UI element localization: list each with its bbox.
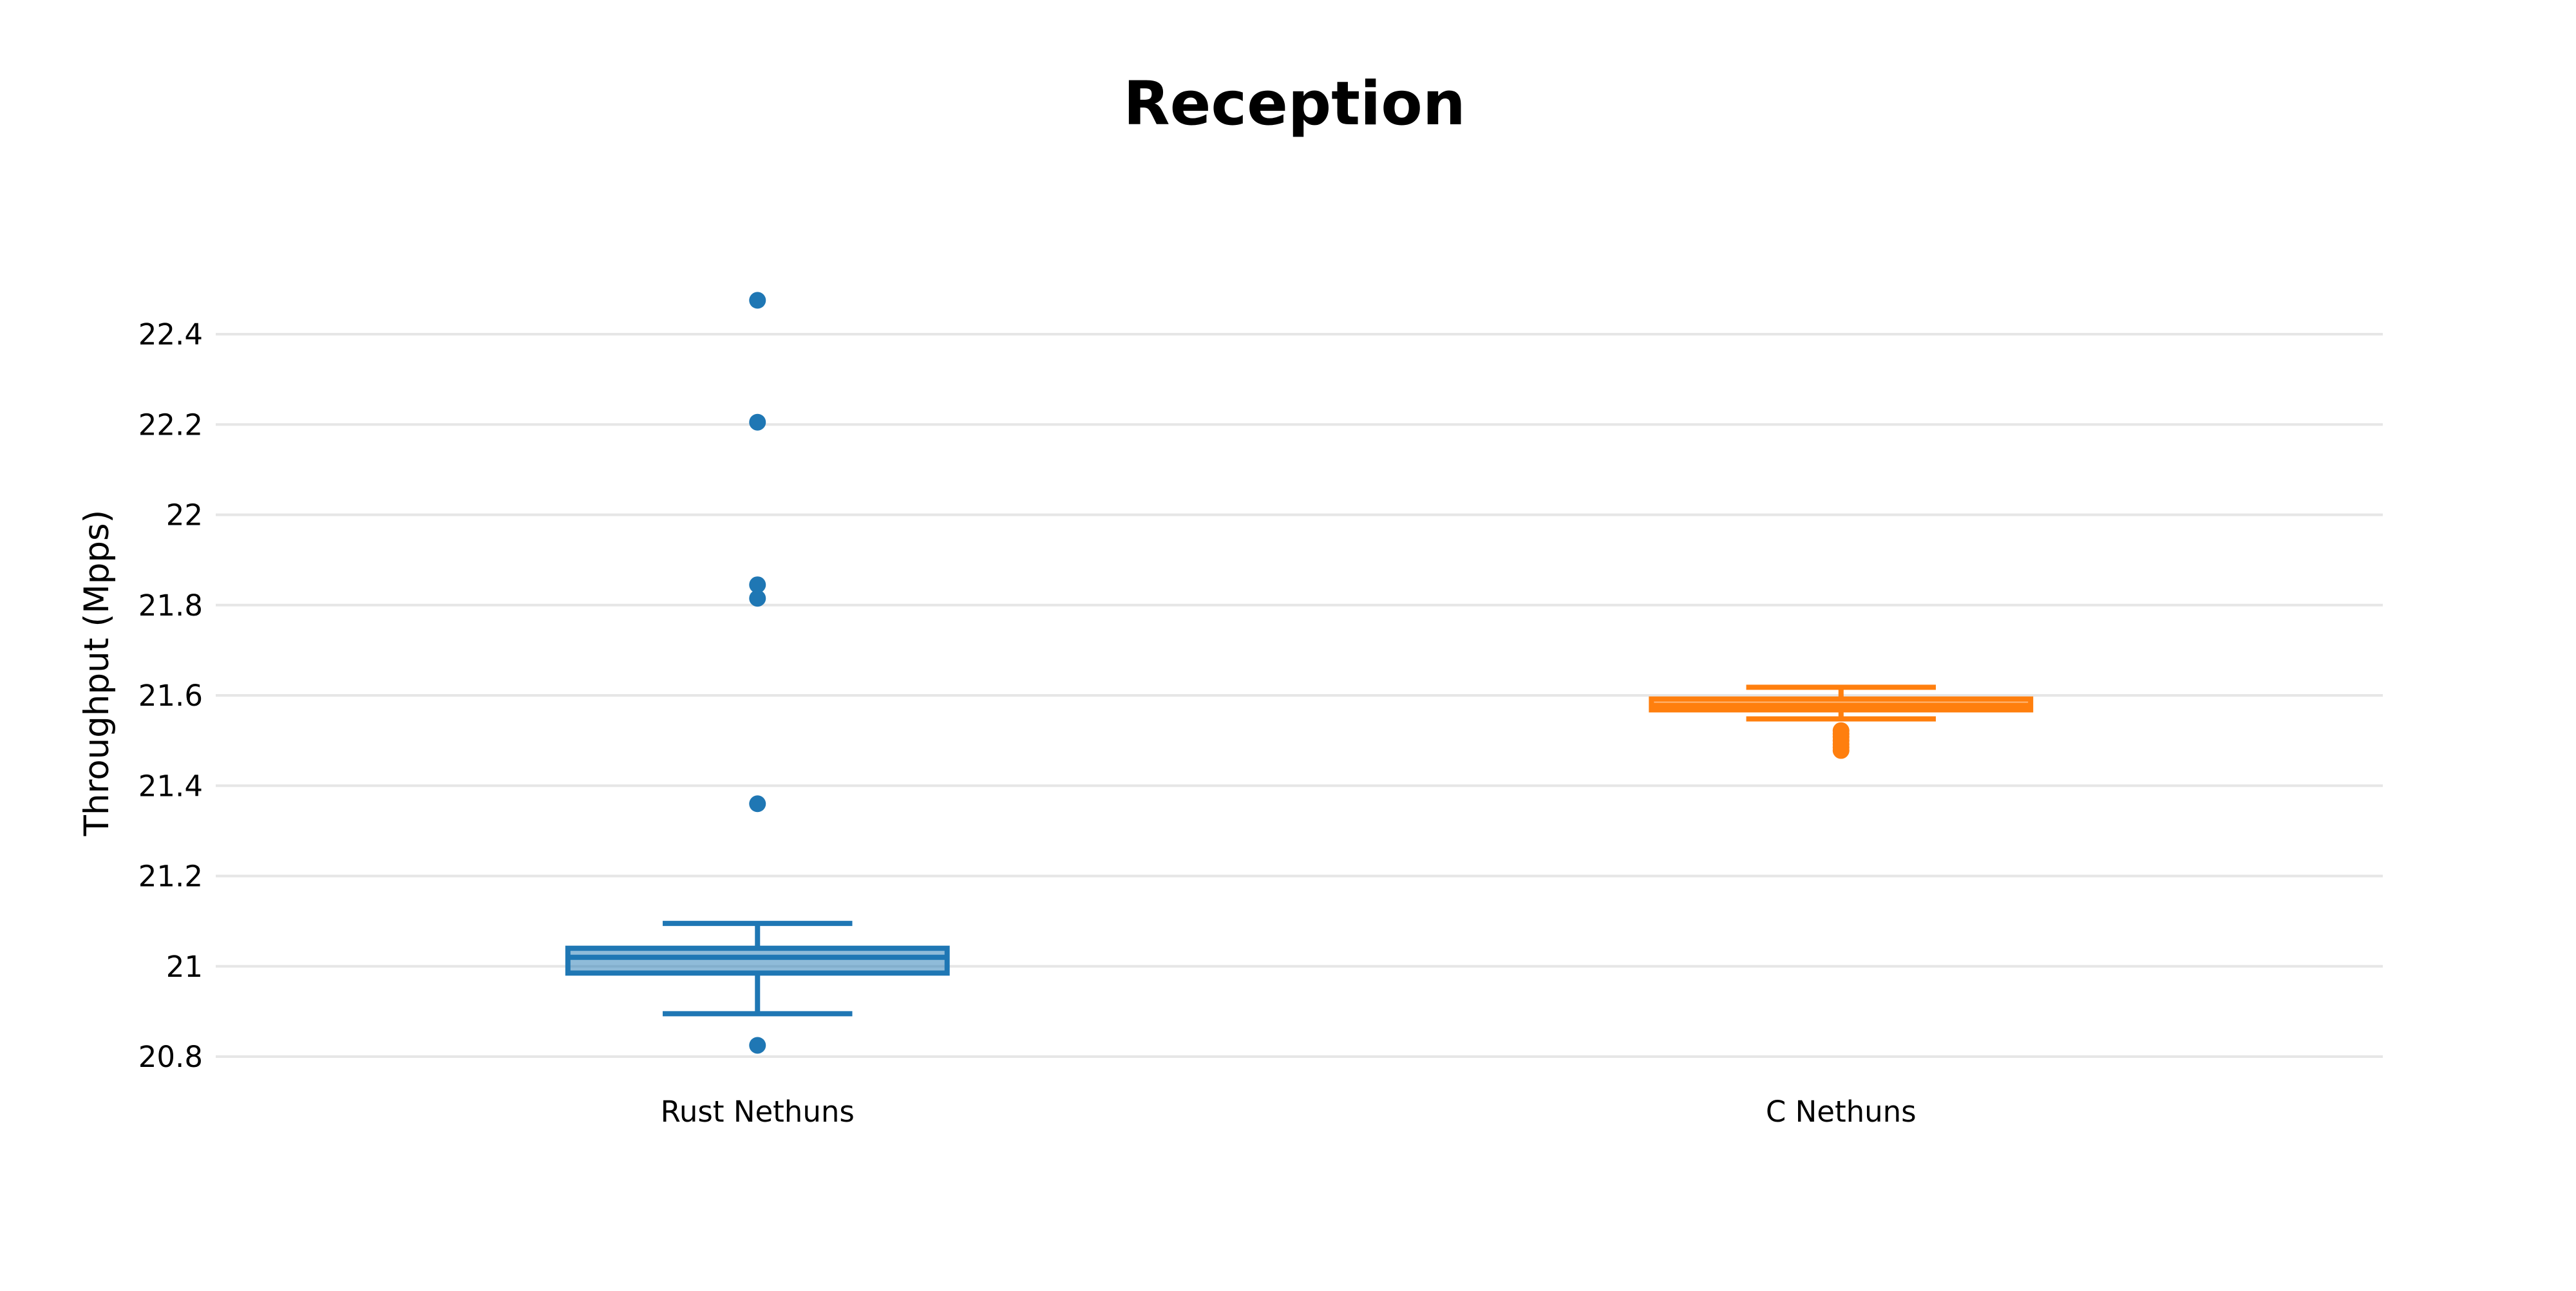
box-rust-nethuns — [565, 292, 950, 1054]
outlier-point — [1832, 722, 1850, 739]
y-tick-label: 22.2 — [138, 408, 203, 442]
box-series — [565, 292, 2034, 1054]
gridlines — [216, 333, 2383, 1058]
iqr-box — [565, 945, 950, 976]
outlier-point — [749, 413, 766, 431]
y-tick-label: 21.6 — [138, 679, 203, 713]
y-tick-label: 22.4 — [138, 317, 203, 352]
outlier-point — [749, 1037, 766, 1054]
y-tick-label: 22 — [166, 498, 203, 532]
y-tick-label: 20.8 — [138, 1040, 203, 1074]
y-axis-label: Throughput (Mpps) — [77, 510, 117, 837]
y-tick-label: 21.4 — [138, 769, 203, 803]
outlier-point — [749, 292, 766, 309]
x-axis-ticks: Rust Nethuns C Nethuns — [661, 1095, 1917, 1129]
box-c-nethuns — [1649, 684, 2034, 759]
y-tick-label: 21.2 — [138, 860, 203, 894]
outlier-point — [749, 795, 766, 813]
y-tick-label: 21 — [166, 950, 203, 984]
x-tick-label: C Nethuns — [1766, 1095, 1917, 1129]
y-axis-ticks: 20.8 21 21.2 21.4 21.6 21.8 22 22.2 22.4 — [138, 317, 203, 1074]
outlier-point — [749, 590, 766, 607]
x-tick-label: Rust Nethuns — [661, 1095, 855, 1129]
chart-title: Reception — [1123, 69, 1466, 139]
y-tick-label: 21.8 — [138, 589, 203, 623]
outlier-point — [749, 576, 766, 594]
